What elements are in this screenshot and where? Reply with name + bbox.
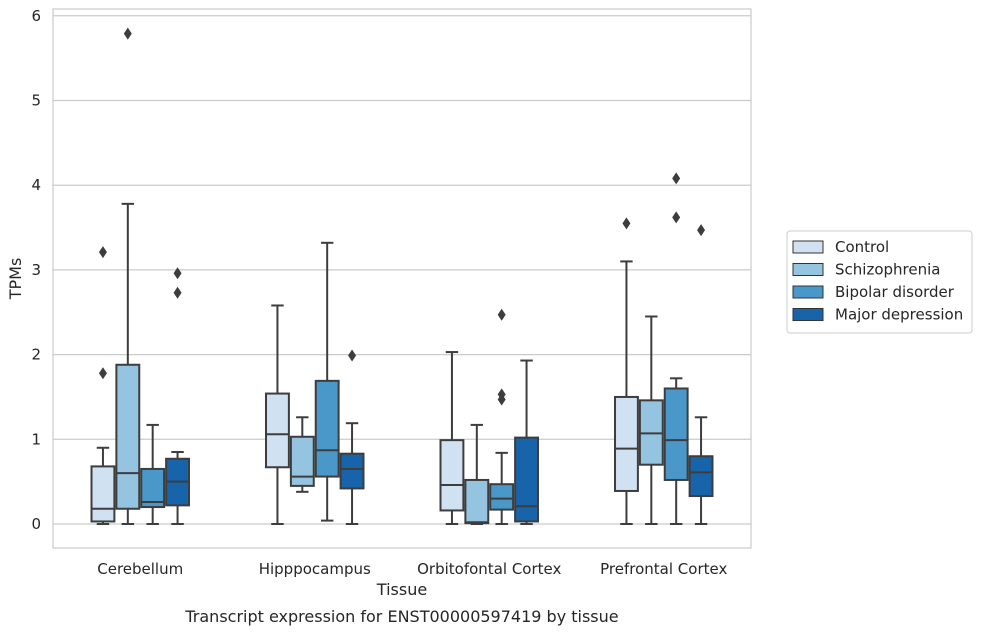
y-tick-label: 2 [31, 346, 41, 364]
box-schizophrenia [289, 416, 315, 493]
outlier-point [98, 367, 107, 380]
box-bipolar-disorder [489, 308, 515, 525]
box-bipolar-disorder [314, 241, 340, 522]
box-iqr [489, 483, 515, 511]
legend-label: Schizophrenia [835, 261, 940, 279]
legend-swatch [792, 308, 824, 321]
legend-swatch [792, 285, 824, 299]
box-plots [90, 27, 714, 525]
y-tick-label: 3 [31, 261, 41, 279]
y-axis-title: TPMs [6, 258, 25, 301]
box-control [439, 351, 465, 525]
legend-label: Bipolar disorder [835, 283, 955, 301]
box-iqr [289, 435, 315, 487]
x-tick-label: Prefrontal Cortex [600, 560, 727, 578]
outlier-point [98, 246, 107, 259]
y-tick-label: 6 [31, 7, 41, 25]
box-iqr [514, 436, 539, 523]
y-tick-label: 1 [31, 430, 41, 448]
box-iqr [265, 392, 290, 469]
outlier-point [622, 217, 631, 230]
gridlines [53, 15, 751, 525]
box-iqr [688, 455, 714, 498]
legend-swatch [792, 263, 824, 276]
legend-frame [786, 230, 973, 334]
outlier-point [697, 224, 706, 237]
box-iqr [614, 395, 639, 492]
box-iqr [90, 465, 116, 523]
outlier-point [497, 308, 506, 321]
legend-label: Major depression [835, 306, 963, 324]
outlier-point [123, 27, 132, 40]
box-schizophrenia [115, 27, 141, 525]
y-tick-label: 4 [31, 176, 41, 194]
box-bipolar-disorder [663, 172, 689, 525]
box-control [265, 304, 290, 525]
box-iqr [439, 439, 465, 512]
box-major-depression [165, 267, 190, 525]
box-iqr [464, 478, 490, 525]
box-major-depression [514, 359, 539, 525]
x-tick-labels: Cerebellum Hipppocampus Orbitofontal Corte… [97, 560, 727, 578]
legend-swatch [792, 240, 824, 254]
legend-label: Control [835, 238, 889, 256]
box-iqr [115, 363, 141, 510]
outlier-point [173, 267, 182, 280]
legend: Control Schizophrenia Bipolar disorder Majo… [786, 230, 973, 334]
box-schizophrenia [638, 315, 664, 525]
outlier-point [173, 286, 182, 299]
x-tick-label: Hipppocampus [259, 560, 371, 578]
y-tick-label: 0 [31, 515, 41, 533]
plot-frame [52, 8, 752, 549]
box-control [614, 217, 639, 525]
box-schizophrenia [464, 423, 490, 525]
x-tick-label: Orbitofontal Cortex [417, 560, 561, 578]
box-iqr [314, 379, 340, 478]
box-control [90, 246, 116, 525]
box-iqr [339, 452, 365, 490]
box-iqr [140, 467, 166, 509]
box-major-depression [688, 224, 714, 525]
chart-caption: Transcript expression for ENST0000059741… [184, 607, 618, 626]
y-tick-labels: 0 1 2 3 4 5 6 [31, 7, 41, 533]
outlier-point [497, 388, 506, 401]
box-bipolar-disorder [140, 423, 166, 525]
x-tick-label: Cerebellum [97, 560, 183, 578]
outlier-point [672, 211, 681, 224]
box-iqr [663, 387, 689, 481]
y-tick-label: 5 [31, 92, 41, 110]
box-major-depression [339, 349, 365, 525]
outlier-point [348, 349, 357, 362]
outlier-point [672, 172, 681, 185]
x-axis-title: Tissue [376, 580, 427, 599]
